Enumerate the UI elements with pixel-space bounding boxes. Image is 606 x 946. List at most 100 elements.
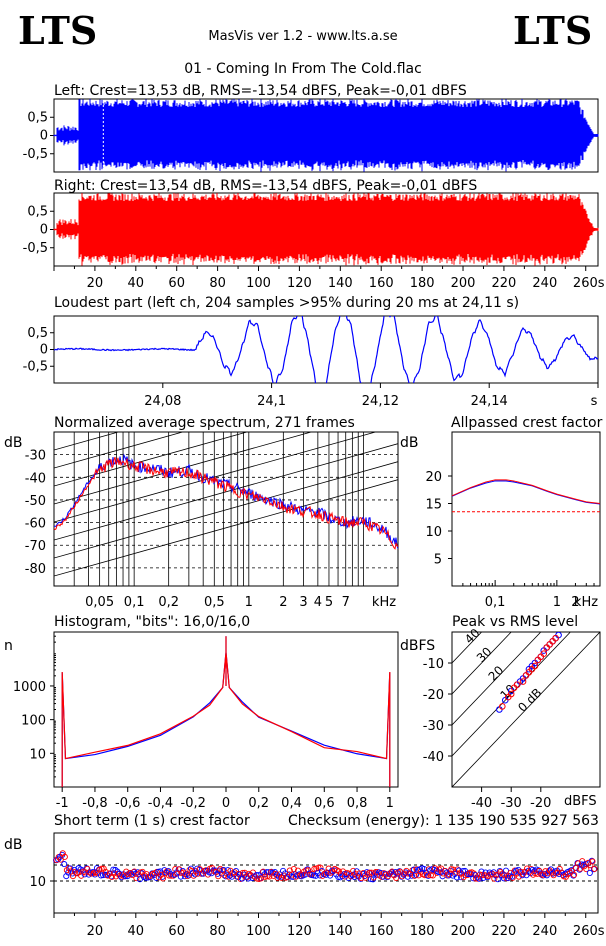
short-term-point-right (350, 867, 357, 874)
y-tick-label: -60 (25, 517, 46, 532)
x-tick-label: 0,6 (314, 796, 335, 811)
short-term-point-right (427, 872, 434, 879)
y-tick-label: 10 (29, 747, 46, 762)
x-tick-label: 160 (369, 924, 394, 939)
short-term-point-right (53, 857, 60, 864)
x-tick-label: 80 (209, 924, 226, 939)
x-tick-label: 140 (328, 924, 353, 939)
short-term-point-left (570, 872, 577, 879)
short-term-point-right (61, 853, 68, 860)
y-tick-label: 0 (40, 223, 48, 238)
peak-vs-rms-frame (451, 631, 601, 788)
pvr-point-right (531, 662, 539, 670)
y-tick-label: -30 (423, 719, 444, 734)
x-tick-label: 0,05 (85, 595, 114, 610)
y-tick-label: -40 (25, 471, 46, 486)
allpassed-crest-title: Allpassed crest factor (451, 415, 603, 431)
x-tick-label: 220 (492, 924, 517, 939)
short-term-point-right (311, 865, 318, 872)
spectrum-chart: Normalized average spectrum, 271 frames … (4, 415, 399, 610)
short-term-point-right (509, 874, 516, 881)
short-term-point-left (259, 869, 266, 876)
short-term-point-right (362, 874, 369, 881)
peak-vs-rms-chart: Peak vs RMS level dBFS dBFS -10 -20 -30 -40… (400, 614, 601, 811)
x-tick-label: 240 (532, 924, 557, 939)
x-tick-label: 24,12 (362, 394, 399, 409)
spectrum-frame (53, 431, 399, 587)
x-tick-label: -30 (501, 796, 522, 811)
spectrum-series-right (54, 456, 398, 550)
short-term-crest-ylabel: dB (4, 837, 23, 853)
x-tick-label: 5 (325, 595, 333, 610)
short-term-point-right (470, 870, 477, 877)
spectrum-slope-line (54, 432, 249, 487)
x-tick-label: 0,2 (248, 796, 269, 811)
x-tick-label: 240 (532, 276, 557, 291)
y-tick-label: -50 (25, 494, 46, 509)
right-waveform-chart: Right: Crest=13,54 dB, RMS=-13,54 dBFS, … (23, 178, 605, 291)
x-tick-label: -0,2 (181, 796, 206, 811)
short-term-point-right (589, 858, 596, 865)
spectrum-title: Normalized average spectrum, 271 frames (54, 415, 355, 431)
x-tick-label: 60 (168, 276, 185, 291)
short-term-point-right (98, 865, 105, 872)
x-tick-label: -40 (471, 796, 492, 811)
x-tick-label: -0,6 (115, 796, 140, 811)
y-tick-label: 1000 (13, 680, 46, 695)
short-term-point-right (239, 869, 246, 877)
short-term-crest-chart: Short term (1 s) crest factor Checksum (… (4, 813, 605, 939)
x-tick-label: s (591, 394, 598, 409)
short-term-point-right (294, 867, 302, 874)
app-title: MasVis ver 1.2 - www.lts.a.se (208, 29, 397, 44)
short-term-point-left (214, 870, 221, 877)
x-tick-label: 140 (328, 276, 353, 291)
y-tick-label: -40 (423, 750, 444, 765)
short-term-point-left (425, 872, 432, 879)
pvr-point-right (552, 634, 559, 642)
short-term-point-right (264, 873, 271, 880)
short-term-point-left (302, 871, 309, 878)
short-term-point-right (489, 870, 496, 877)
x-tick-label: 0,1 (124, 595, 145, 610)
x-tick-label: 0,8 (347, 796, 368, 811)
allpassed-series-right (451, 479, 601, 504)
x-tick-label: -20 (530, 796, 551, 811)
x-tick-label: 120 (287, 924, 312, 939)
short-term-point-left (586, 869, 593, 876)
allpassed-crest-chart: Allpassed crest factor dB 20 15 10 5 0,1 1 2kH… (400, 415, 603, 610)
crest-diagonal (452, 632, 512, 695)
x-tick-label: 260s (573, 924, 605, 939)
histogram-ylabel: n (4, 638, 13, 654)
logo-right: LTS (513, 8, 592, 53)
x-tick-label: 160 (369, 276, 394, 291)
short-term-point-left (351, 873, 358, 881)
x-tick-label: 24,14 (471, 394, 508, 409)
short-term-point-right (276, 871, 283, 878)
short-term-point-right (159, 875, 167, 882)
short-term-point-left (535, 867, 542, 874)
x-tick-label: -0,4 (148, 796, 173, 811)
peak-vs-rms-title: Peak vs RMS level (452, 614, 578, 630)
short-term-point-right (274, 874, 281, 881)
short-term-point-right (303, 867, 310, 874)
spectrum-slope-line (54, 479, 398, 577)
x-tick-label: -1 (56, 796, 69, 811)
short-term-point-right (88, 870, 95, 877)
y-tick-label: 20 (425, 470, 442, 485)
x-tick-label: 40 (128, 924, 145, 939)
short-term-point-left (61, 861, 68, 868)
short-term-point-left (576, 866, 583, 873)
left-waveform-chart: Left: Crest=13,53 dB, RMS=-13,54 dBFS, P… (23, 83, 599, 173)
x-tick-label: kHz (372, 595, 396, 610)
short-term-point-left (67, 865, 74, 872)
report-header: LTS LTS MasVis ver 1.2 - www.lts.a.se 01… (18, 8, 592, 77)
short-term-point-right (100, 865, 107, 872)
pvr-point-right (513, 681, 521, 689)
y-tick-label: 5 (434, 553, 442, 568)
short-term-point-right (225, 873, 232, 880)
x-tick-label: 180 (410, 924, 435, 939)
allpassed-frame (451, 431, 601, 587)
short-term-point-left (396, 868, 403, 875)
x-tick-label: 24,1 (257, 394, 286, 409)
short-term-point-left (502, 867, 510, 874)
